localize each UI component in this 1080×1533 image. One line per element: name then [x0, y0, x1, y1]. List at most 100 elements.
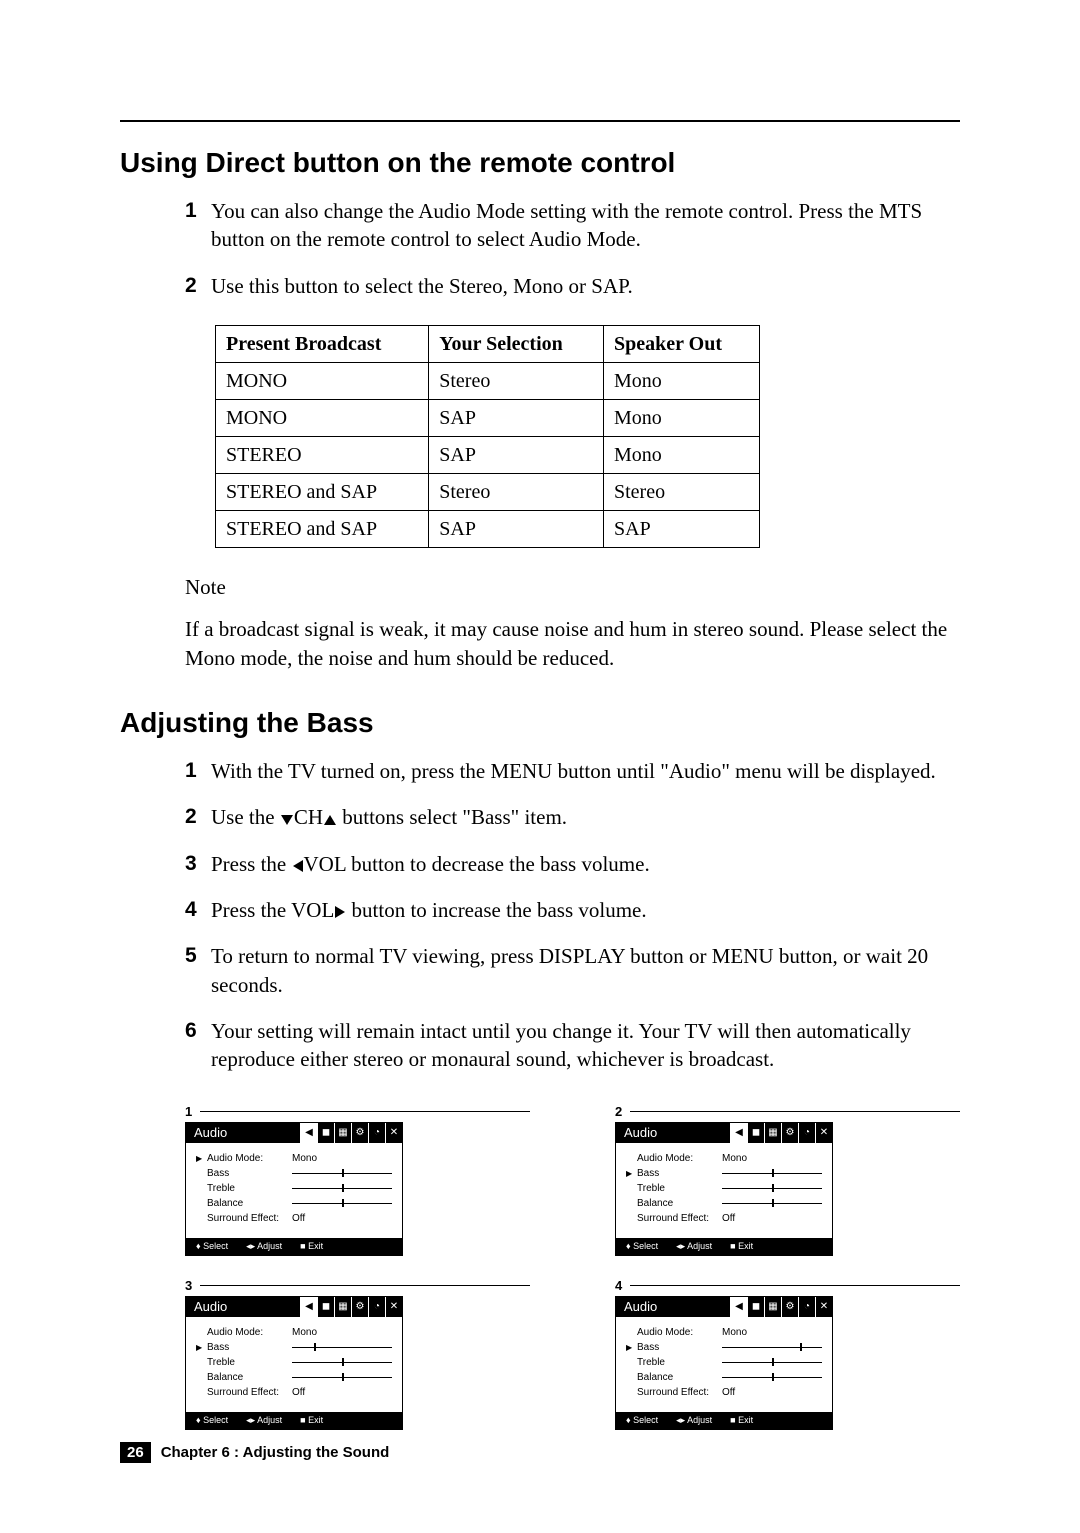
osd-item-label: Treble: [207, 1183, 292, 1194]
osd-slider: [722, 1342, 822, 1352]
table-cell: MONO: [216, 363, 429, 400]
table-cell: Mono: [604, 437, 760, 474]
footer-exit: ■ Exit: [300, 1415, 323, 1426]
slider-thumb: [772, 1184, 774, 1192]
table-header: Present Broadcast: [216, 326, 429, 363]
page-footer: 26 Chapter 6 : Adjusting the Sound: [120, 1442, 389, 1463]
step-text-post: buttons select "Bass" item.: [337, 805, 567, 829]
osd-tab-icon: ◀: [300, 1123, 317, 1143]
table-row: STEREOSAPMono: [216, 437, 760, 474]
footer-select: ♦ Select: [196, 1241, 228, 1252]
osd-tab-icon: ▦: [764, 1297, 781, 1317]
osd-item-label: Balance: [207, 1198, 292, 1209]
table-cell: STEREO: [216, 437, 429, 474]
osd-title-text: Audio: [186, 1125, 227, 1140]
list-item: 1With the TV turned on, press the MENU b…: [185, 757, 960, 785]
osd-row: ▶Bass: [196, 1340, 392, 1355]
table-cell: Stereo: [429, 474, 604, 511]
osd-item-label: Surround Effect:: [637, 1213, 722, 1224]
step-text-mid: CH: [294, 805, 323, 829]
osd-tab-icon: ⚙: [781, 1297, 798, 1317]
osd-row: Surround Effect:Off: [196, 1385, 392, 1400]
osd-tab-icon: ◔: [368, 1123, 385, 1143]
section2-steps: 1With the TV turned on, press the MENU b…: [185, 757, 960, 1074]
step-num: 4: [185, 896, 211, 924]
table-row: MONOStereoMono: [216, 363, 760, 400]
osd-title-text: Audio: [616, 1125, 657, 1140]
selection-arrow-icon: ▶: [196, 1154, 207, 1163]
footer-select: ♦ Select: [626, 1415, 658, 1426]
step-num: 5: [185, 942, 211, 999]
step-num: 2: [185, 803, 211, 831]
table-row: STEREO and SAPSAPSAP: [216, 511, 760, 548]
osd-item-label: Balance: [207, 1372, 292, 1383]
osd-item-label: Audio Mode:: [637, 1153, 722, 1164]
chapter-label: Chapter 6 : Adjusting the Sound: [161, 1444, 390, 1461]
osd-number: 1: [185, 1104, 192, 1119]
osd-tab-icon: ▦: [334, 1297, 351, 1317]
list-item: 2Use the CH buttons select "Bass" item.: [185, 803, 960, 831]
osd-row: ▶Bass: [626, 1166, 822, 1181]
footer-adjust: ◂▸ Adjust: [676, 1241, 712, 1252]
step-num: 1: [185, 197, 211, 254]
osd-body: Audio Mode:Mono▶BassTrebleBalanceSurroun…: [616, 1143, 832, 1238]
osd-row: Balance: [196, 1370, 392, 1385]
footer-exit: ■ Exit: [730, 1241, 753, 1252]
osd-slider: [292, 1342, 392, 1352]
osd-item-label: Bass: [637, 1168, 722, 1179]
list-item: 1You can also change the Audio Mode sett…: [185, 197, 960, 254]
osd-item-label: Audio Mode:: [207, 1153, 292, 1164]
step-text-post: button to increase the bass volume.: [346, 898, 646, 922]
osd-item-label: Audio Mode:: [637, 1327, 722, 1338]
osd-row: Surround Effect:Off: [626, 1211, 822, 1226]
osd-row: Surround Effect:Off: [196, 1211, 392, 1226]
osd-menu: Audio◀◼▦⚙◔✕Audio Mode:Mono▶BassTrebleBal…: [185, 1296, 403, 1430]
table-cell: SAP: [429, 437, 604, 474]
table-header: Speaker Out: [604, 326, 760, 363]
step-num: 3: [185, 850, 211, 878]
slider-thumb: [772, 1358, 774, 1366]
osd-footer: ♦ Select◂▸ Adjust■ Exit: [186, 1412, 402, 1429]
osd-menu: Audio◀◼▦⚙◔✕Audio Mode:Mono▶BassTrebleBal…: [615, 1296, 833, 1430]
osd-leader-line: [630, 1111, 960, 1112]
selection-arrow-icon: ▶: [196, 1343, 207, 1352]
osd-leader-line: [200, 1285, 530, 1286]
osd-tab-icon: ▦: [334, 1123, 351, 1143]
list-item: 4Press the VOL button to increase the ba…: [185, 896, 960, 924]
osd-tab-icon: ⚙: [781, 1123, 798, 1143]
footer-adjust: ◂▸ Adjust: [246, 1241, 282, 1252]
osd-footer: ♦ Select◂▸ Adjust■ Exit: [616, 1238, 832, 1255]
table-cell: SAP: [429, 400, 604, 437]
list-item: 6Your setting will remain intact until y…: [185, 1017, 960, 1074]
osd-tab-icon: ◀: [730, 1123, 747, 1143]
table-row: STEREO and SAPStereoStereo: [216, 474, 760, 511]
slider-thumb: [772, 1373, 774, 1381]
step-text-pre: Press the: [211, 852, 292, 876]
osd-titlebar: Audio◀◼▦⚙◔✕: [616, 1297, 832, 1317]
osd-item-value: Mono: [292, 1153, 392, 1164]
list-item: 3Press the VOL button to decrease the ba…: [185, 850, 960, 878]
osd-item-label: Surround Effect:: [207, 1213, 292, 1224]
top-rule: [120, 120, 960, 122]
osd-slider: [292, 1357, 392, 1367]
osd-slider: [292, 1183, 392, 1193]
table-header: Your Selection: [429, 326, 604, 363]
osd-row: Audio Mode:Mono: [626, 1325, 822, 1340]
osd-row: Treble: [196, 1355, 392, 1370]
step-num: 6: [185, 1017, 211, 1074]
slider-track: [292, 1347, 392, 1348]
osd-body: Audio Mode:Mono▶BassTrebleBalanceSurroun…: [616, 1317, 832, 1412]
osd-item-label: Treble: [207, 1357, 292, 1368]
osd-tab-icon: ▦: [764, 1123, 781, 1143]
osd-tab-icon: ✕: [385, 1123, 402, 1143]
osd-tab-icon: ◼: [747, 1123, 764, 1143]
osd-row: Balance: [626, 1370, 822, 1385]
osd-tab-icon: ◀: [730, 1297, 747, 1317]
step-text: With the TV turned on, press the MENU bu…: [211, 757, 960, 785]
osd-item-value: Mono: [292, 1327, 392, 1338]
slider-thumb: [342, 1184, 344, 1192]
osd-slider: [722, 1183, 822, 1193]
step-num: 1: [185, 757, 211, 785]
table-cell: STEREO and SAP: [216, 511, 429, 548]
osd-tab-icon: ✕: [815, 1297, 832, 1317]
